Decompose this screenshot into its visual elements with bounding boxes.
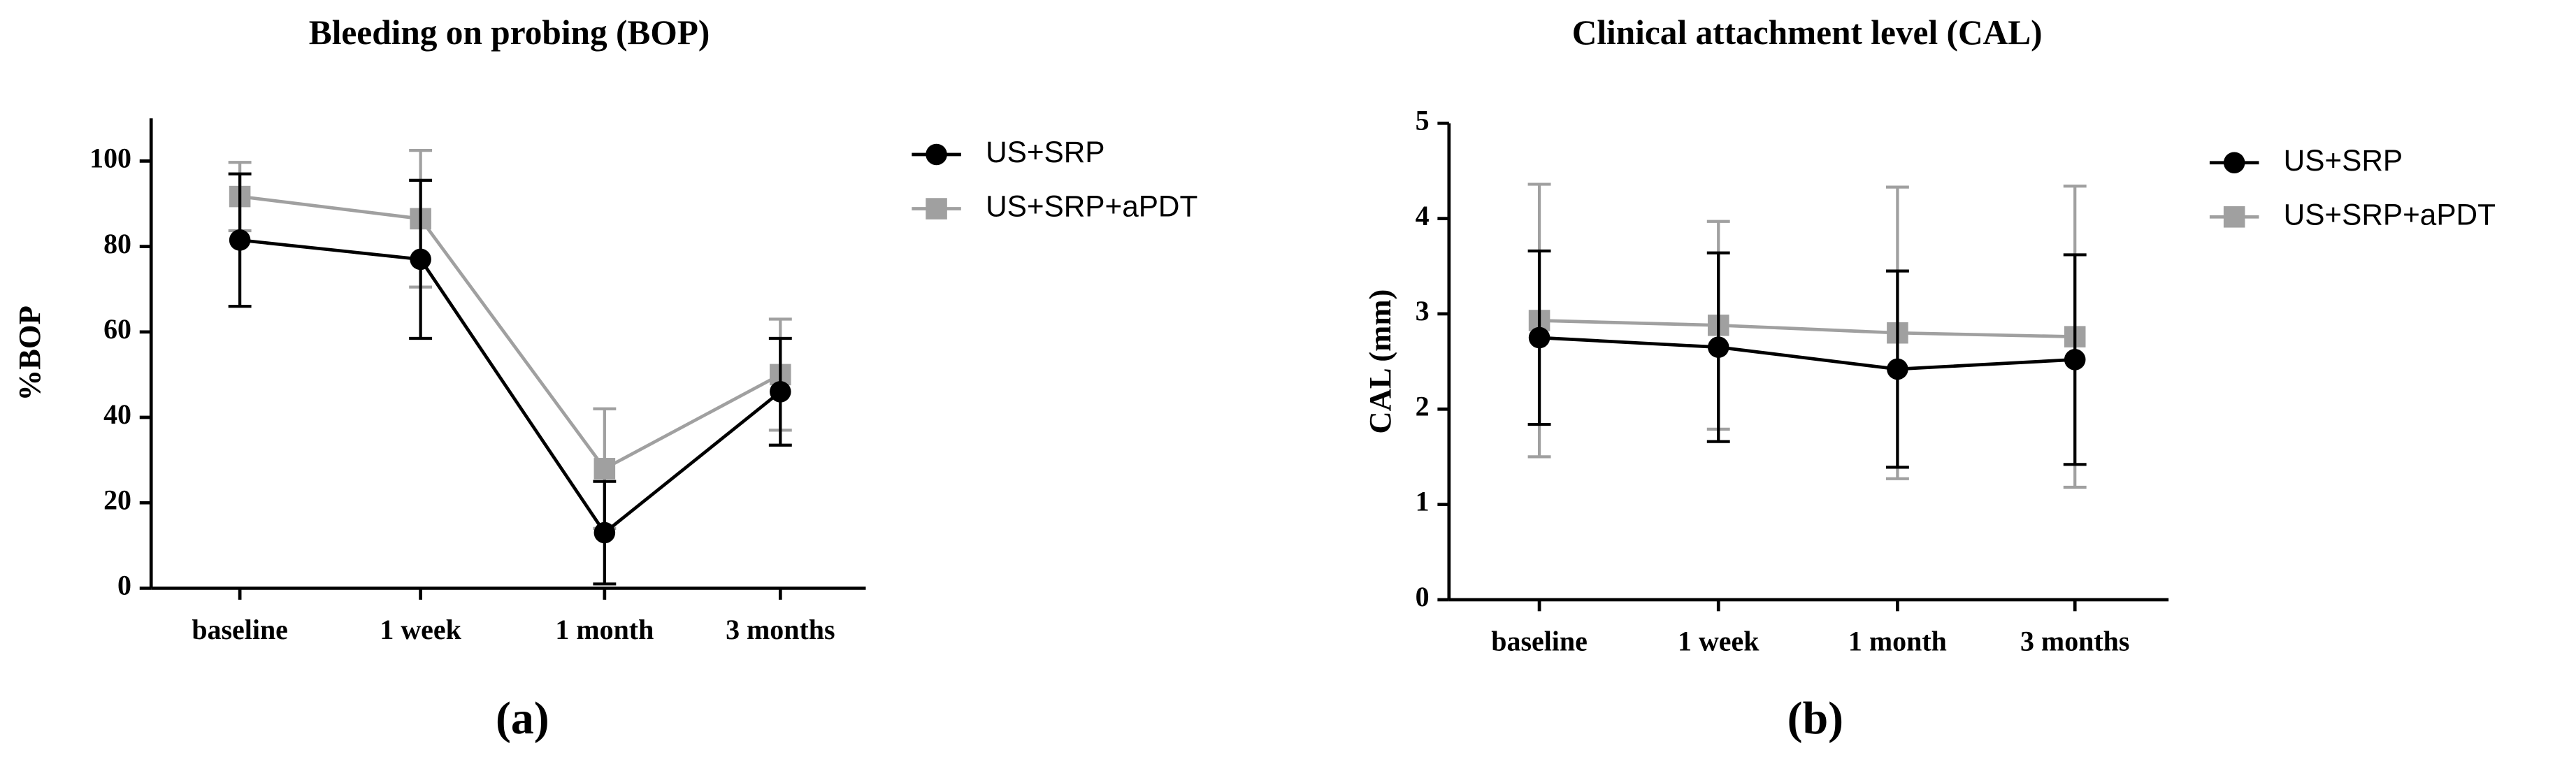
legend-label: US+SRP+aPDT — [986, 190, 1197, 223]
x-tick-label: 3 months — [726, 614, 835, 645]
legend-marker — [926, 143, 947, 166]
x-tick-label: 1 week — [380, 614, 461, 645]
series-line — [239, 238, 782, 536]
y-axis-label: %BOP — [12, 306, 47, 401]
y-tick-label: 1 — [1416, 486, 1430, 517]
data-point — [1887, 358, 1908, 380]
x-tick-label: 1 week — [1678, 625, 1760, 656]
data-point — [770, 381, 791, 403]
legend-label: US+SRP+aPDT — [2284, 198, 2496, 231]
x-tick-label: baseline — [192, 614, 288, 645]
legend-label: US+SRP — [986, 136, 1104, 168]
panel-label: (a) — [496, 693, 549, 744]
series-line — [1539, 319, 2075, 339]
legend-marker — [2223, 206, 2245, 228]
legend-marker — [926, 198, 947, 220]
x-tick-label: 1 month — [555, 614, 654, 645]
x-tick-label: baseline — [1491, 625, 1588, 656]
x-tick-label: 3 months — [2020, 625, 2129, 656]
data-point — [593, 522, 616, 544]
y-tick-label: 4 — [1416, 200, 1430, 231]
y-tick-label: 0 — [117, 570, 131, 601]
y-tick-label: 60 — [103, 313, 131, 345]
chart-title: Clinical attachment level (CAL) — [1572, 13, 2043, 52]
data-point — [410, 248, 431, 271]
y-axis-label: CAL (mm) — [1362, 289, 1397, 434]
y-tick-label: 2 — [1416, 390, 1430, 422]
y-tick-label: 100 — [89, 143, 131, 174]
series-line — [1539, 336, 2075, 371]
y-tick-label: 3 — [1416, 295, 1430, 326]
y-tick-label: 0 — [1416, 581, 1430, 612]
data-point — [229, 229, 251, 251]
series-line — [239, 194, 782, 471]
legend-label: US+SRP — [2284, 144, 2403, 177]
legend-marker — [2223, 152, 2245, 174]
y-tick-label: 80 — [103, 228, 131, 259]
data-point — [1528, 326, 1550, 349]
chart-title: Bleeding on probing (BOP) — [309, 13, 710, 52]
y-tick-label: 5 — [1416, 105, 1430, 136]
x-tick-label: 1 month — [1848, 625, 1947, 656]
data-point — [593, 458, 616, 480]
data-point — [1707, 336, 1729, 358]
panel-label: (b) — [1787, 693, 1843, 744]
y-tick-label: 40 — [103, 398, 131, 430]
data-point — [2064, 349, 2086, 371]
y-tick-label: 20 — [103, 484, 131, 515]
